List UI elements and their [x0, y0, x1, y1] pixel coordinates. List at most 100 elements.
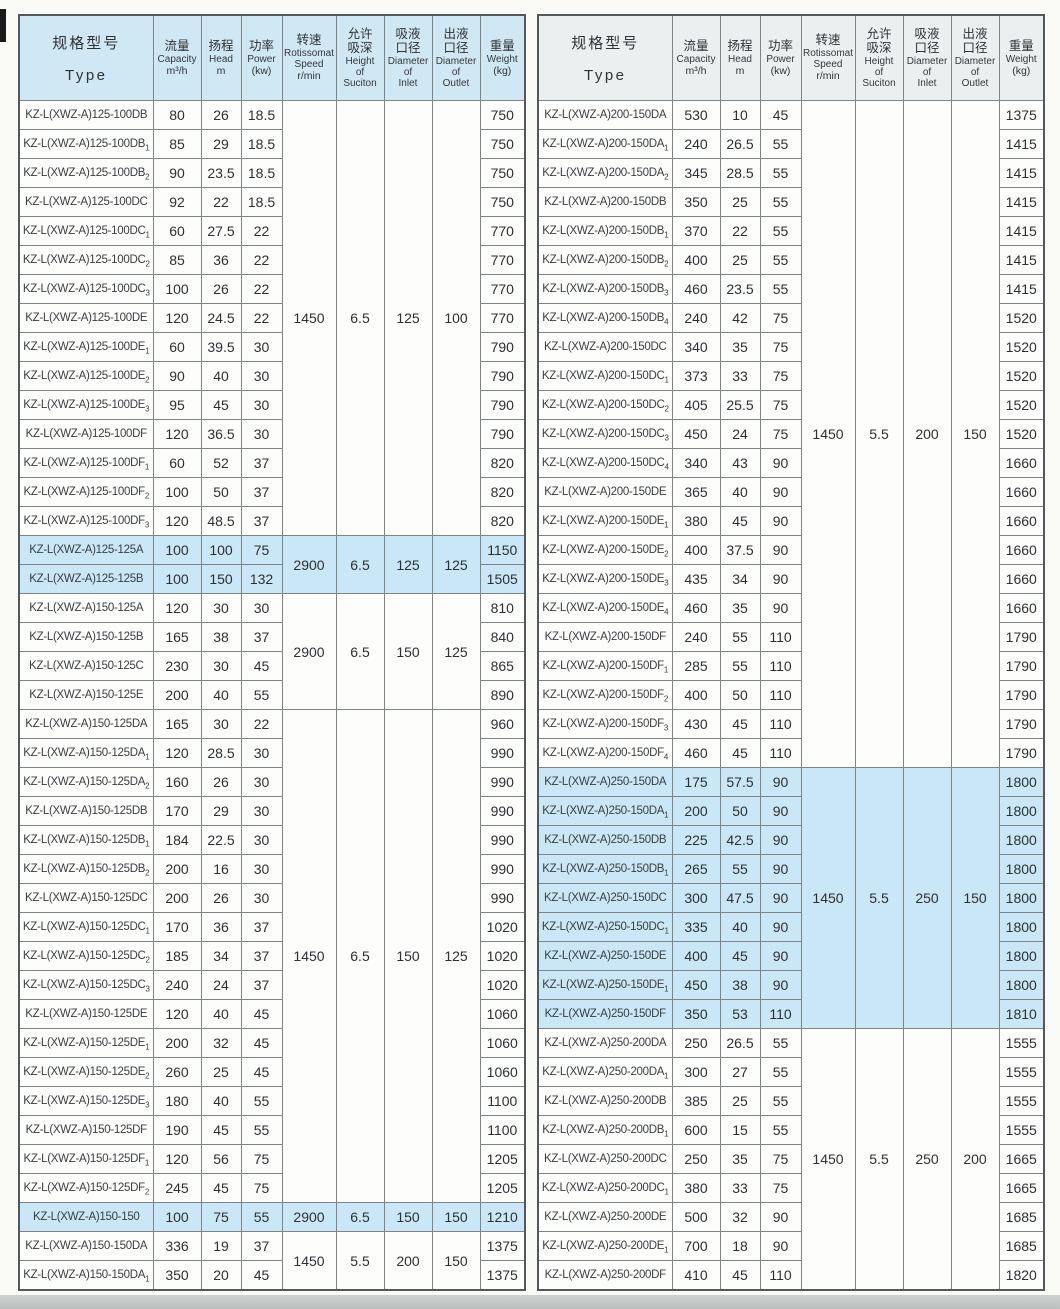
h-cn: 出液 口径: [962, 26, 988, 55]
head-cell: 45: [200, 390, 242, 420]
inlet-cell: 250: [902, 1028, 952, 1291]
header-outlet-diameter: 出液 口径 Diameter of Outlet: [431, 14, 481, 101]
table-row: KZ-L(XWZ-A)250-200DE1 700 18 90 1685: [537, 1231, 1045, 1261]
capacity-cell: 285: [671, 651, 721, 681]
table-row: KZ-L(XWZ-A)200-150DC 340 35 75 1520: [537, 332, 1045, 362]
type-subscript: 1: [664, 1245, 669, 1255]
weight-cell: 1800: [998, 912, 1045, 942]
head-cell: 23.5: [719, 274, 761, 304]
head-cell: 55: [719, 651, 761, 681]
h-unit: r/min: [297, 70, 321, 83]
head-cell: 40: [200, 680, 242, 710]
head-cell: 45: [719, 709, 761, 739]
weight-cell: 1520: [998, 303, 1045, 333]
h-cn: 扬程: [727, 38, 753, 53]
type-subscript: 1: [145, 752, 150, 762]
capacity-cell: 170: [152, 912, 202, 942]
capacity-cell: 225: [671, 825, 721, 855]
type-cell: KZ-L(XWZ-A)200-150DC: [537, 332, 673, 362]
capacity-cell: 90: [152, 158, 202, 188]
speed-cell: 2900: [281, 593, 337, 710]
power-cell: 90: [759, 767, 802, 797]
table-row: KZ-L(XWZ-A)200-150DB1 370 22 55 1415: [537, 216, 1045, 246]
outlet-cell: 125: [431, 535, 481, 594]
head-cell: 50: [719, 680, 761, 710]
weight-cell: 790: [479, 332, 526, 362]
type-subscript: 1: [664, 810, 669, 820]
type-cell: KZ-L(XWZ-A)200-150DC4: [537, 448, 673, 478]
head-cell: 50: [200, 477, 242, 507]
h-en: Head: [209, 53, 233, 65]
table-row: KZ-L(XWZ-A)250-200DB 385 25 55 1555: [537, 1086, 1045, 1116]
power-cell: 18.5: [240, 187, 283, 217]
power-cell: 90: [759, 883, 802, 913]
type-cell: KZ-L(XWZ-A)250-200DA: [537, 1028, 673, 1058]
head-cell: 35: [719, 1144, 761, 1174]
power-cell: 75: [240, 1173, 283, 1203]
head-cell: 28.5: [200, 738, 242, 768]
h-en: Weight: [486, 53, 518, 65]
power-cell: 75: [759, 332, 802, 362]
table-row: KZ-L(XWZ-A)200-150DE4 460 35 90 1660: [537, 593, 1045, 623]
type-cell: KZ-L(XWZ-A)150-125DB2: [18, 854, 154, 884]
weight-cell: 1375: [479, 1260, 526, 1291]
weight-cell: 1800: [998, 796, 1045, 826]
capacity-cell: 175: [671, 767, 721, 797]
head-cell: 75: [200, 1202, 242, 1232]
capacity-cell: 90: [152, 361, 202, 391]
type-cell: KZ-L(XWZ-A)200-150DE: [537, 477, 673, 507]
type-subscript: 2: [144, 1187, 149, 1197]
suction-cell: 6.5: [335, 1202, 385, 1232]
power-cell: 90: [759, 535, 802, 565]
type-subscript: 1: [664, 1187, 669, 1197]
table-row: KZ-L(XWZ-A)150-125DA2 160 26 30 990: [18, 767, 526, 797]
header-stack: 重量 Weight (kg): [1000, 16, 1043, 100]
weight-cell: 1020: [479, 912, 526, 942]
head-cell: 40: [200, 361, 242, 391]
power-cell: 55: [240, 1202, 283, 1232]
head-cell: 40: [200, 1086, 242, 1116]
header-stack: 扬程 Head m: [202, 16, 240, 100]
capacity-cell: 400: [671, 535, 721, 565]
power-cell: 110: [759, 680, 802, 710]
capacity-cell: 460: [671, 274, 721, 304]
weight-cell: 990: [479, 854, 526, 884]
weight-cell: 890: [479, 680, 526, 710]
capacity-cell: 300: [671, 883, 721, 913]
head-cell: 45: [200, 1173, 242, 1203]
head-cell: 28.5: [719, 158, 761, 188]
h-cn: 出液 口径: [443, 26, 469, 55]
h-en: Diameter of Outlet: [954, 55, 996, 90]
h-cn: 流量: [683, 38, 709, 53]
weight-cell: 1810: [998, 999, 1045, 1029]
power-cell: 55: [759, 1086, 802, 1116]
weight-cell: 1060: [479, 999, 526, 1029]
head-cell: 43: [719, 448, 761, 478]
speed-cell: 2900: [281, 1202, 337, 1232]
type-subscript: 2: [145, 1071, 150, 1081]
h-type-cn: 规格型号: [52, 35, 121, 52]
table-row: KZ-L(XWZ-A)250-150DB 225 42.5 90 1800: [537, 825, 1045, 855]
type-subscript: 1: [145, 230, 150, 240]
weight-cell: 840: [479, 622, 526, 652]
table-row: KZ-L(XWZ-A)200-150DB 350 25 55 1415: [537, 187, 1045, 217]
suction-cell: 6.5: [335, 709, 385, 1203]
table-row: KZ-L(XWZ-A)250-200DC 250 35 75 1665: [537, 1144, 1045, 1174]
suction-cell: 5.5: [854, 1028, 904, 1291]
head-cell: 36.5: [200, 419, 242, 449]
type-subscript: 1: [664, 375, 669, 385]
h-unit: r/min: [816, 70, 840, 83]
type-subscript: 3: [664, 433, 669, 443]
power-cell: 22: [240, 709, 283, 739]
capacity-cell: 400: [671, 245, 721, 275]
table-header: 规格型号 Type 流量 Capacity m³/h 扬程 Head m 功率 Power (kw)…: [537, 14, 1045, 101]
type-cell: KZ-L(XWZ-A)200-150DF4: [537, 738, 673, 768]
head-cell: 30: [200, 593, 242, 623]
head-cell: 26: [200, 883, 242, 913]
header-suction-height: 允许 吸深 Height of Suciton: [854, 14, 904, 101]
type-cell: KZ-L(XWZ-A)150-125DF: [18, 1115, 154, 1145]
power-cell: 55: [240, 1115, 283, 1145]
table-row: KZ-L(XWZ-A)125-100DE2 90 40 30 790: [18, 361, 526, 391]
type-cell: KZ-L(XWZ-A)200-150DB3: [537, 274, 673, 304]
type-cell: KZ-L(XWZ-A)200-150DE1: [537, 506, 673, 536]
